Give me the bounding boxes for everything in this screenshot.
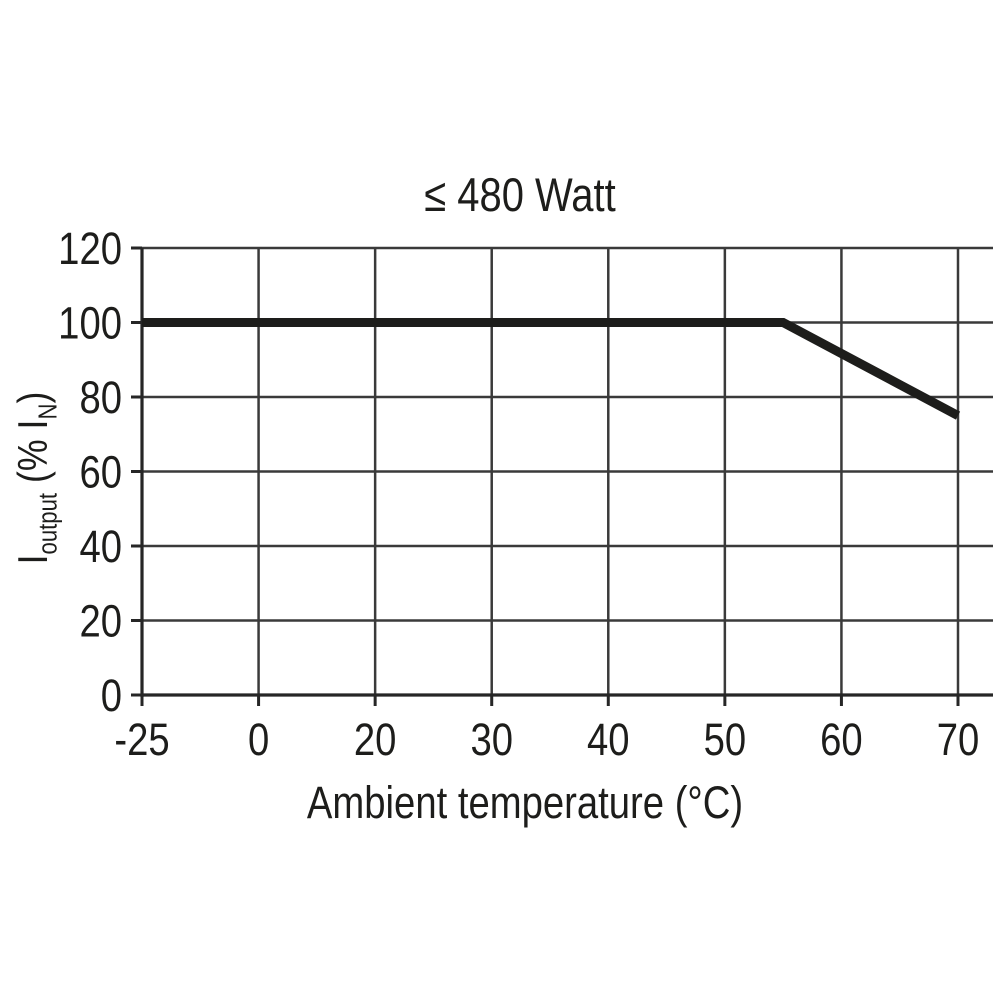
y-axis-unit-subscript: N [32,403,63,420]
x-tick-label: 60 [820,714,863,765]
y-axis-symbol-subscript: output [32,492,63,555]
y-axis-unit-close: ) [9,391,56,404]
x-tick-label: 20 [354,714,397,765]
y-tick-label: 100 [58,298,122,349]
x-axis-title: Ambient temperature (°C) [306,777,744,828]
y-tick-label: 40 [79,521,122,572]
x-tick-label: 40 [587,714,630,765]
y-tick-label: 80 [79,372,122,423]
x-tick-label: 70 [937,714,980,765]
data-line-output-current-derating [142,318,961,420]
x-tick-label: 50 [704,714,747,765]
y-axis-unit: (% I [9,419,56,493]
y-tick-label: 60 [79,447,122,498]
y-axis-symbol: I [9,554,56,565]
x-tick-label: -25 [114,714,169,765]
y-tick-label: 20 [79,596,122,647]
y-tick-label: 120 [58,223,122,274]
x-tick-label: 30 [470,714,513,765]
chart-title: ≤ 480 Watt [424,168,616,221]
y-axis-title: Ioutput (% IN) [7,351,63,606]
x-tick-label: 0 [248,714,269,765]
y-tick-label: 0 [101,670,122,721]
